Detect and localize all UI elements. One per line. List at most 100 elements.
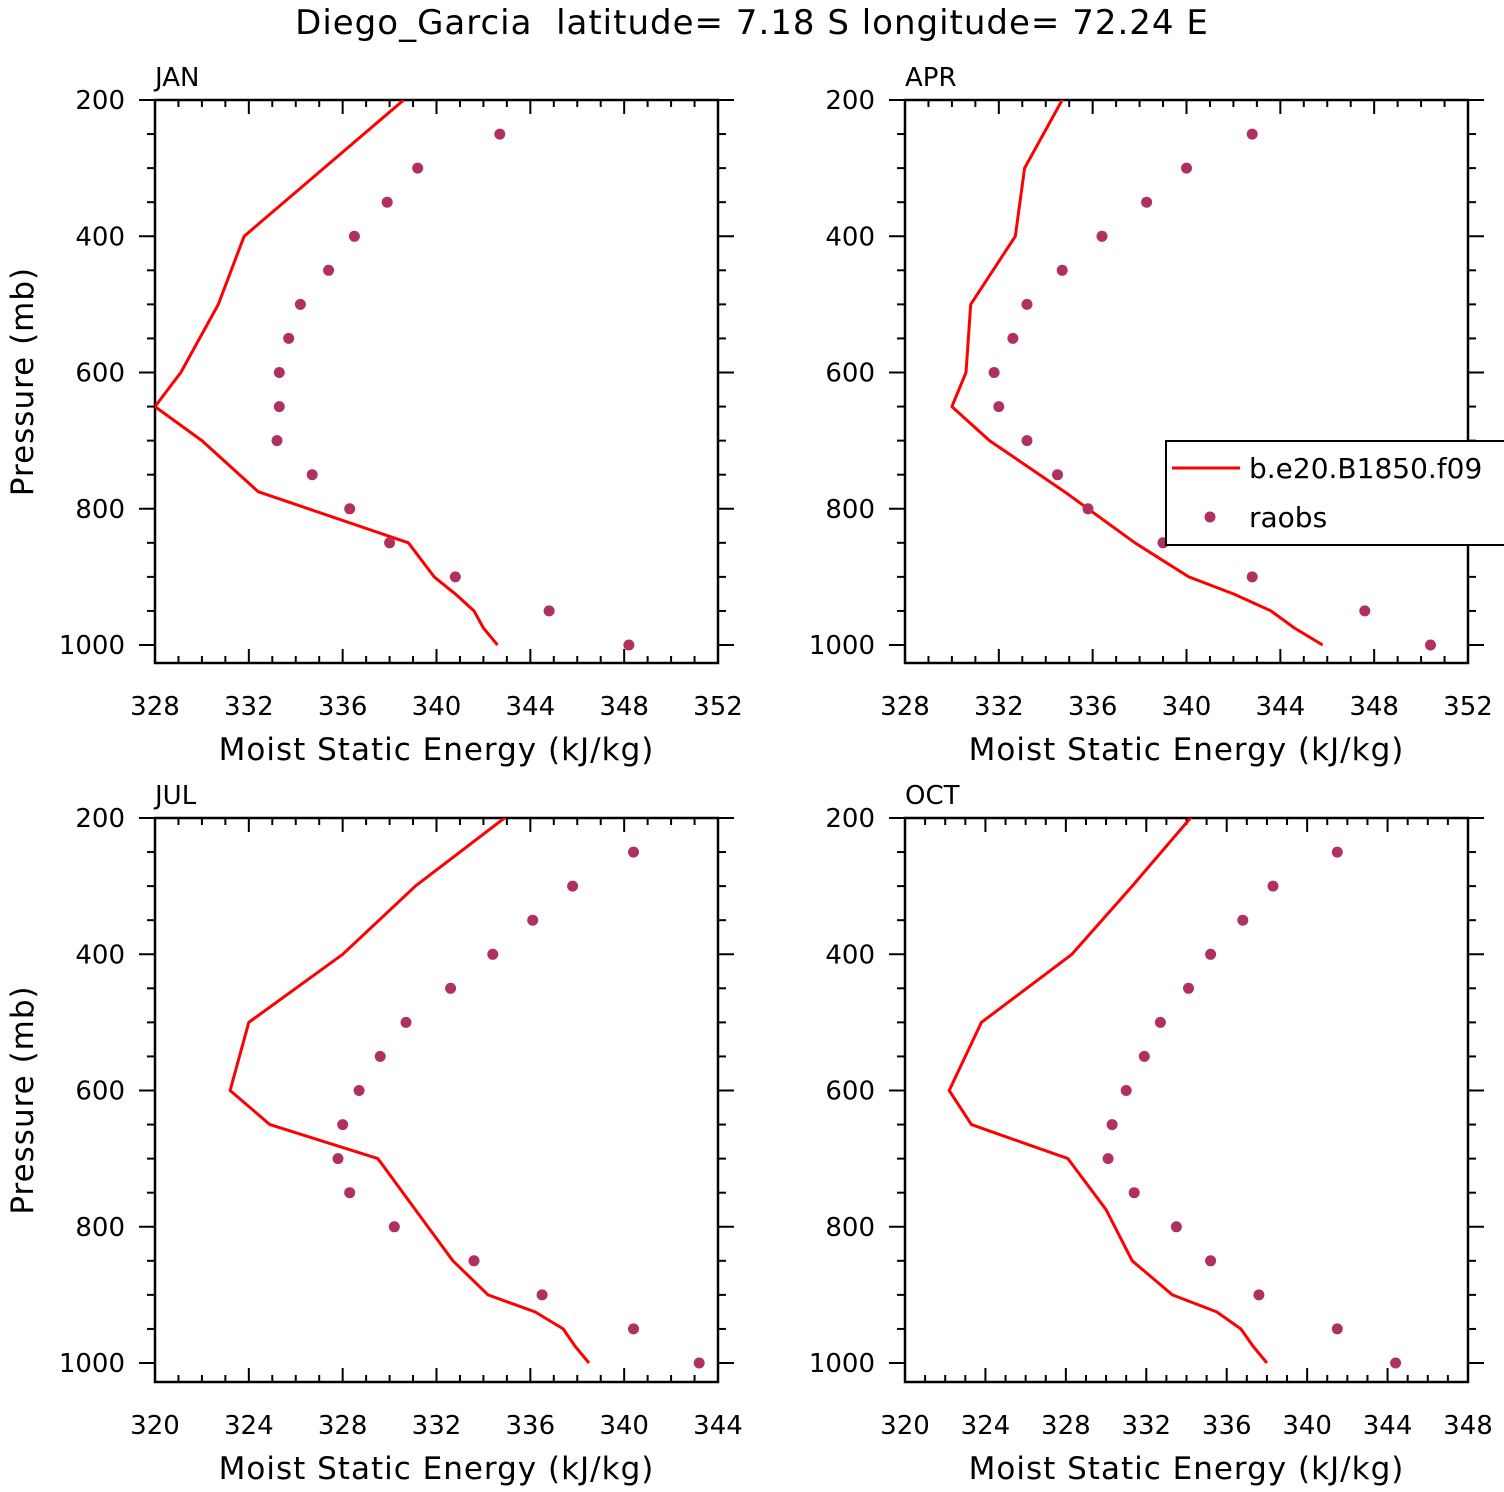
jan-x-tick-label: 340	[412, 692, 462, 722]
apr-raobs-point	[1181, 162, 1192, 174]
jul-raobs-point	[344, 1187, 356, 1199]
jan-raobs-point	[306, 469, 318, 481]
oct-raobs-point	[1205, 948, 1217, 960]
apr-raobs-point	[1246, 128, 1258, 140]
jul-x-tick-label: 344	[693, 1411, 743, 1441]
apr-raobs-point	[1096, 230, 1108, 242]
legend-raobs-label: raobs	[1249, 501, 1327, 534]
jan-raobs-point	[283, 332, 295, 344]
jan-x-tick-label: 336	[318, 692, 368, 722]
oct-x-tick-label: 324	[961, 1411, 1011, 1441]
oct-raobs-point	[1138, 1050, 1150, 1062]
chart-title: Diego_Garcia latitude= 7.18 S longitude=…	[295, 3, 1209, 43]
oct-x-tick-label: 328	[1041, 1411, 1091, 1441]
jul-x-tick-label: 332	[412, 1411, 462, 1441]
jan-x-axis-label: Moist Static Energy (kJ/kg)	[219, 732, 655, 768]
apr-model-line	[950, 100, 1324, 647]
jul-y-tick-label: 800	[75, 1213, 125, 1243]
jan-raobs-point	[348, 230, 360, 242]
oct-raobs-point	[1331, 1323, 1343, 1335]
oct-x-axis-label: Moist Static Energy (kJ/kg)	[969, 1451, 1405, 1487]
oct-raobs-point	[1205, 1255, 1217, 1267]
jan-raobs-point	[344, 503, 356, 515]
jan-y-axis-label: Pressure (mb)	[5, 267, 41, 496]
apr-raobs-point	[1021, 435, 1033, 447]
jul-raobs-point	[693, 1357, 705, 1369]
apr-x-tick-label: 348	[1349, 692, 1399, 722]
apr-raobs-point	[1246, 571, 1258, 583]
jul-raobs-point	[388, 1221, 400, 1233]
legend-raobs-swatch	[1204, 511, 1216, 523]
jan-raobs-point	[412, 162, 424, 174]
apr-x-tick-label: 352	[1443, 692, 1493, 722]
jan-x-tick-label: 348	[599, 692, 649, 722]
jul-panel-label: JUL	[153, 781, 197, 811]
apr-raobs-point	[988, 367, 1000, 378]
apr-y-tick-label: 800	[825, 495, 875, 525]
oct-plot-frame	[903, 816, 1470, 1384]
oct-x-tick-label: 344	[1363, 1411, 1413, 1441]
jan-raobs-point	[381, 196, 393, 208]
apr-plot-frame	[903, 98, 1470, 665]
apr-raobs-point	[1082, 503, 1094, 515]
jan-raobs-point	[384, 537, 396, 549]
oct-raobs-point	[1267, 880, 1279, 892]
oct-raobs-point	[1106, 1119, 1118, 1131]
apr-y-tick-label: 600	[825, 359, 875, 389]
jul-x-tick-label: 320	[130, 1411, 180, 1441]
oct-raobs-point	[1102, 1153, 1114, 1165]
jan-raobs-point	[294, 298, 306, 310]
oct-y-tick-label: 600	[825, 1077, 875, 1107]
jul-raobs-point	[567, 880, 579, 892]
oct-raobs-point	[1120, 1085, 1132, 1096]
legend-box	[1165, 440, 1504, 546]
apr-raobs-point	[993, 401, 1005, 413]
apr-x-tick-label: 328	[880, 692, 930, 722]
jan-raobs-point	[449, 571, 461, 583]
jan-y-tick-label: 800	[75, 495, 125, 525]
jul-x-tick-label: 336	[506, 1411, 556, 1441]
apr-x-tick-label: 344	[1256, 692, 1306, 722]
jan-y-tick-label: 200	[75, 86, 125, 116]
jan-y-tick-label: 400	[75, 222, 125, 252]
jan-raobs-point	[273, 367, 285, 378]
oct-x-tick-label: 348	[1443, 1411, 1493, 1441]
jul-raobs-point	[628, 846, 639, 858]
jul-raobs-point	[468, 1255, 480, 1267]
jul-y-tick-label: 1000	[59, 1349, 125, 1379]
apr-x-tick-label: 332	[974, 692, 1024, 722]
jul-x-tick-label: 328	[318, 1411, 368, 1441]
apr-raobs-point	[1007, 332, 1019, 344]
jul-y-tick-label: 600	[75, 1077, 125, 1107]
jul-raobs-point	[527, 914, 539, 926]
jul-x-tick-label: 324	[224, 1411, 274, 1441]
apr-x-tick-label: 340	[1162, 692, 1212, 722]
jan-panel-label: JAN	[153, 63, 199, 93]
jul-raobs-point	[445, 982, 457, 994]
jan-raobs-point	[271, 435, 283, 447]
jan-x-tick-label: 332	[224, 692, 274, 722]
jul-raobs-point	[400, 1016, 412, 1028]
jul-raobs-point	[628, 1323, 639, 1335]
apr-raobs-point	[1021, 298, 1033, 310]
oct-raobs-point	[1128, 1187, 1140, 1199]
jan-x-tick-label: 328	[130, 692, 180, 722]
apr-y-tick-label: 400	[825, 222, 875, 252]
jan-raobs-point	[273, 401, 285, 413]
jul-y-axis-label: Pressure (mb)	[5, 985, 41, 1214]
oct-y-tick-label: 800	[825, 1213, 875, 1243]
jan-raobs-point	[323, 264, 335, 276]
jan-x-tick-label: 352	[693, 692, 743, 722]
jul-y-tick-label: 200	[75, 804, 125, 834]
apr-y-tick-label: 1000	[809, 631, 875, 661]
oct-x-tick-label: 332	[1121, 1411, 1171, 1441]
apr-x-axis-label: Moist Static Energy (kJ/kg)	[969, 732, 1405, 768]
oct-raobs-point	[1154, 1016, 1166, 1028]
apr-raobs-point	[1141, 196, 1153, 208]
jul-raobs-point	[332, 1153, 344, 1165]
oct-panel-label: OCT	[905, 781, 960, 811]
apr-x-tick-label: 336	[1068, 692, 1118, 722]
apr-raobs-point	[1425, 639, 1436, 651]
oct-x-tick-label: 336	[1202, 1411, 1252, 1441]
jan-model-line	[155, 100, 499, 646]
